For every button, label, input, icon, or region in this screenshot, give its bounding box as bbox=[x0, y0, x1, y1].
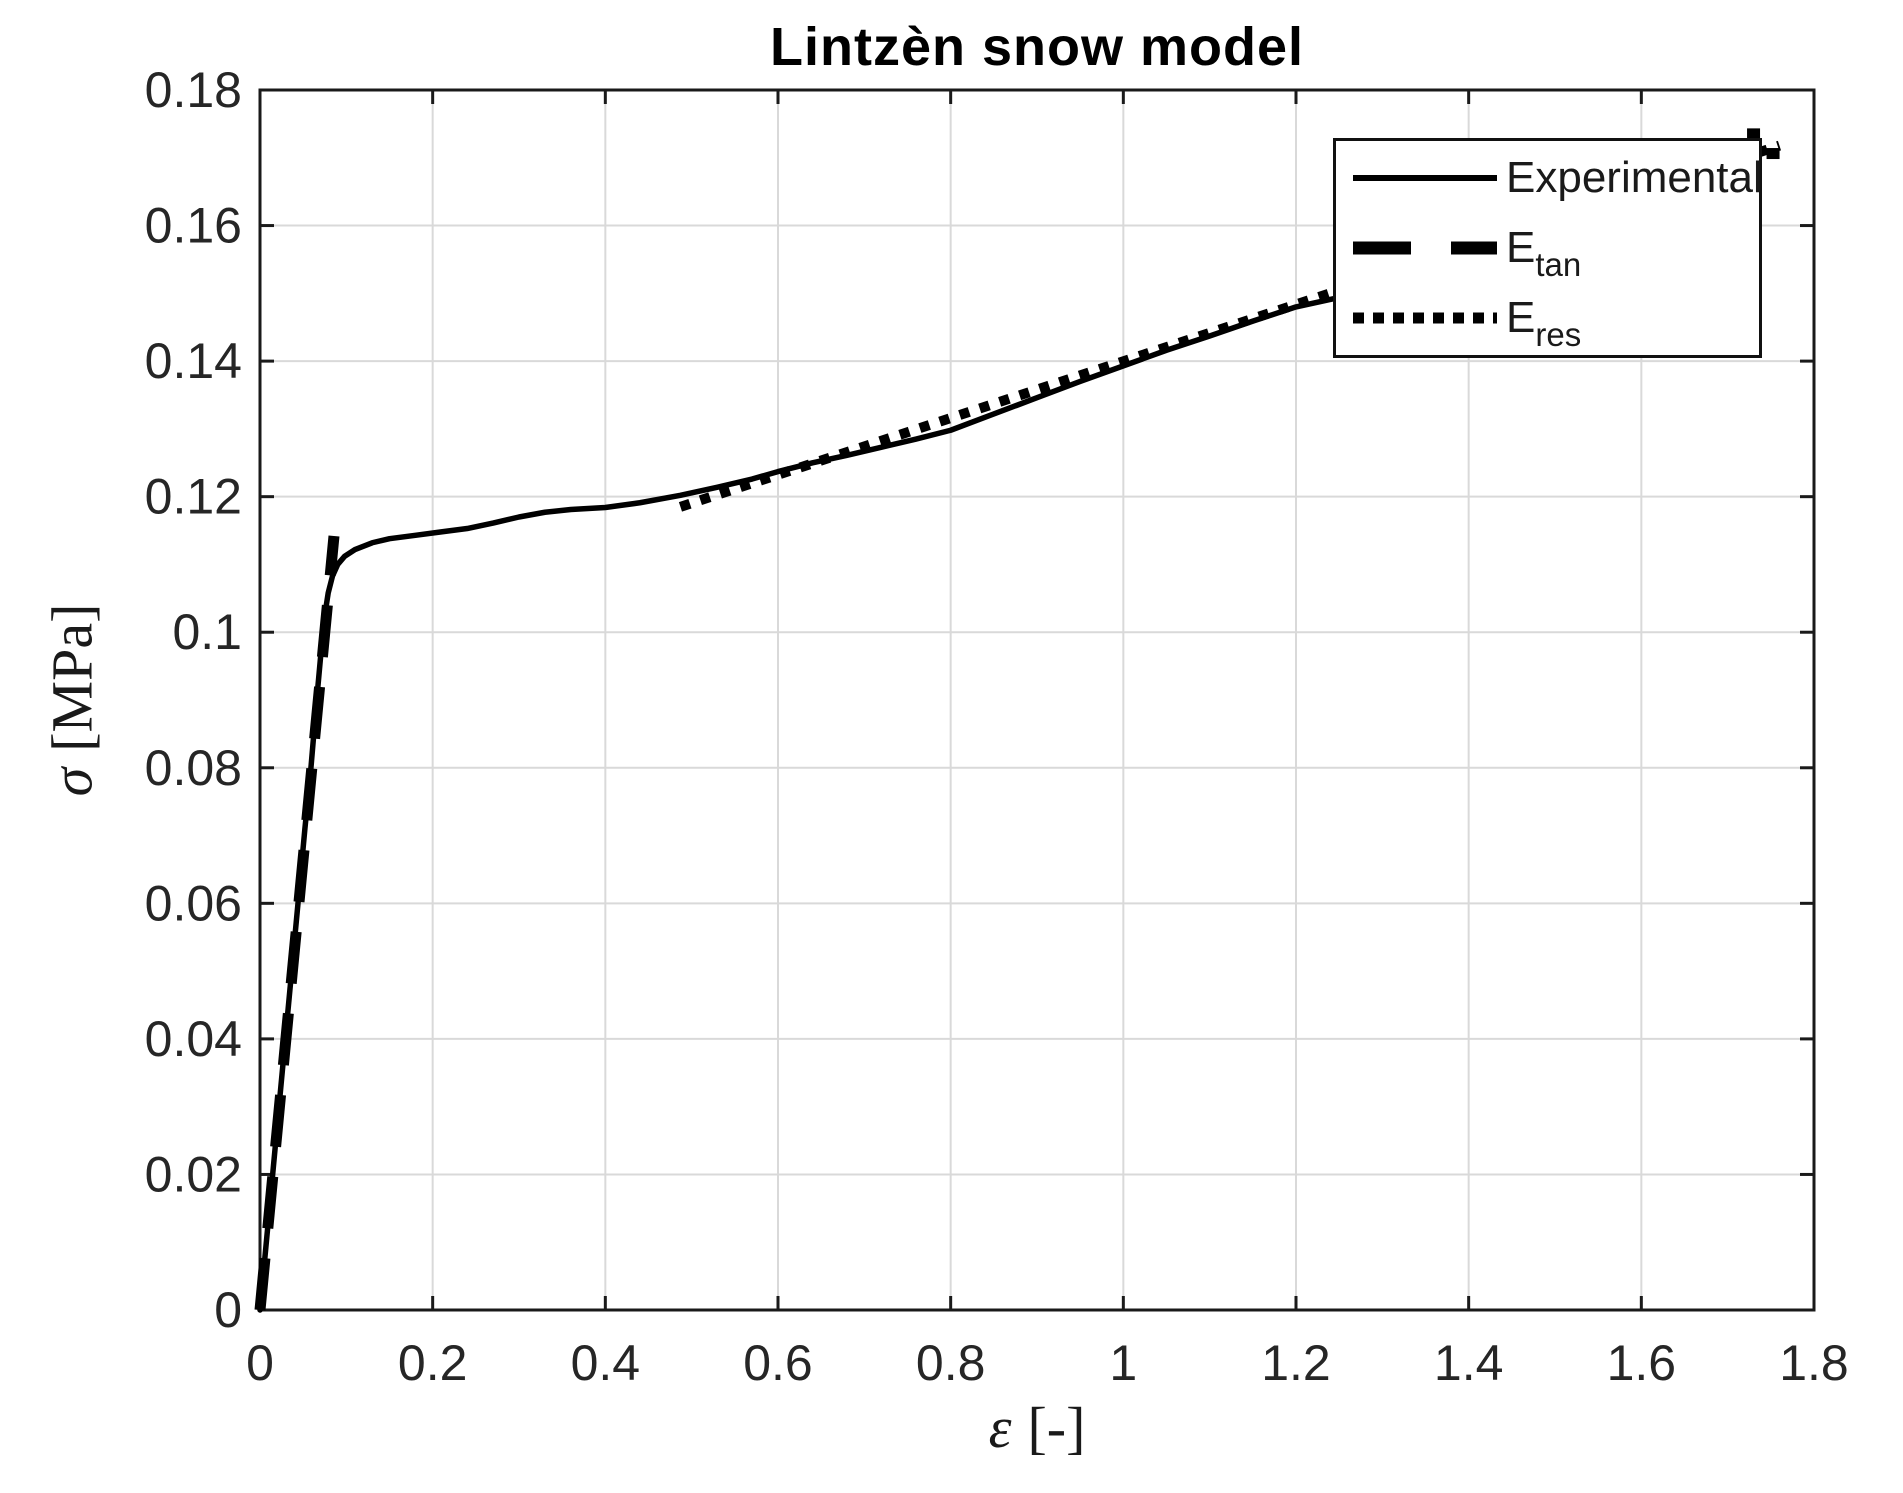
x-axis-symbol: ε bbox=[988, 1395, 1012, 1460]
svg-text:0: 0 bbox=[214, 1282, 242, 1338]
svg-text:0.06: 0.06 bbox=[145, 875, 242, 931]
legend-entry-etan: Etan bbox=[1336, 215, 1759, 283]
legend-solid-line-sample bbox=[1353, 175, 1497, 181]
svg-text:1: 1 bbox=[1109, 1335, 1137, 1391]
svg-text:0.8: 0.8 bbox=[916, 1335, 986, 1391]
y-axis-label: σ [MPa] bbox=[39, 604, 106, 797]
eres-end-dot-0 bbox=[1747, 128, 1761, 140]
chart-title: Lintzèn snow model bbox=[769, 17, 1304, 77]
y-tick-labels: 0 0.02 0.04 0.06 0.08 0.1 0.12 0.14 0.16 0.18 bbox=[145, 62, 242, 1338]
svg-text:1.6: 1.6 bbox=[1607, 1335, 1677, 1391]
y-axis-unit: [MPa] bbox=[39, 603, 105, 752]
svg-text:0.16: 0.16 bbox=[145, 198, 242, 254]
svg-text:0.1: 0.1 bbox=[172, 604, 242, 660]
svg-text:0: 0 bbox=[246, 1335, 274, 1391]
legend-dotted-line-sample bbox=[1353, 312, 1497, 324]
legend: Experimental Etan Eres bbox=[1333, 138, 1763, 358]
legend-entry-eres: Eres bbox=[1336, 285, 1759, 353]
legend-label-etan: Etan bbox=[1506, 223, 1582, 283]
svg-text:0.02: 0.02 bbox=[145, 1146, 242, 1202]
eres-end-dot-1 bbox=[1766, 148, 1780, 160]
svg-text:0.4: 0.4 bbox=[571, 1335, 641, 1391]
svg-text:0.18: 0.18 bbox=[145, 62, 242, 118]
svg-text:0.14: 0.14 bbox=[145, 333, 242, 389]
svg-text:1.8: 1.8 bbox=[1779, 1335, 1849, 1391]
svg-text:0.2: 0.2 bbox=[398, 1335, 468, 1391]
legend-dashed-line-sample bbox=[1353, 241, 1497, 255]
svg-text:1.4: 1.4 bbox=[1434, 1335, 1504, 1391]
series-e-res bbox=[678, 140, 1782, 512]
y-axis-symbol: σ bbox=[39, 767, 105, 797]
x-axis-unit: [-] bbox=[1027, 1395, 1086, 1460]
svg-text:0.6: 0.6 bbox=[743, 1335, 813, 1391]
axis-box bbox=[258, 88, 1816, 1312]
svg-text:0.12: 0.12 bbox=[145, 469, 242, 525]
svg-text:0.08: 0.08 bbox=[145, 740, 242, 796]
x-tick-labels: 0 0.2 0.4 0.6 0.8 1 1.2 1.4 1.6 1.8 bbox=[246, 1335, 1849, 1391]
legend-entry-experimental: Experimental bbox=[1336, 145, 1763, 211]
x-axis-label: ε [-] bbox=[260, 1394, 1814, 1461]
legend-label-experimental: Experimental bbox=[1506, 153, 1763, 202]
svg-text:1.2: 1.2 bbox=[1261, 1335, 1331, 1391]
legend-label-eres: Eres bbox=[1506, 293, 1582, 353]
tick-marks bbox=[258, 88, 1816, 1312]
svg-text:0.04: 0.04 bbox=[145, 1011, 242, 1067]
series-experimental bbox=[257, 296, 1336, 1313]
